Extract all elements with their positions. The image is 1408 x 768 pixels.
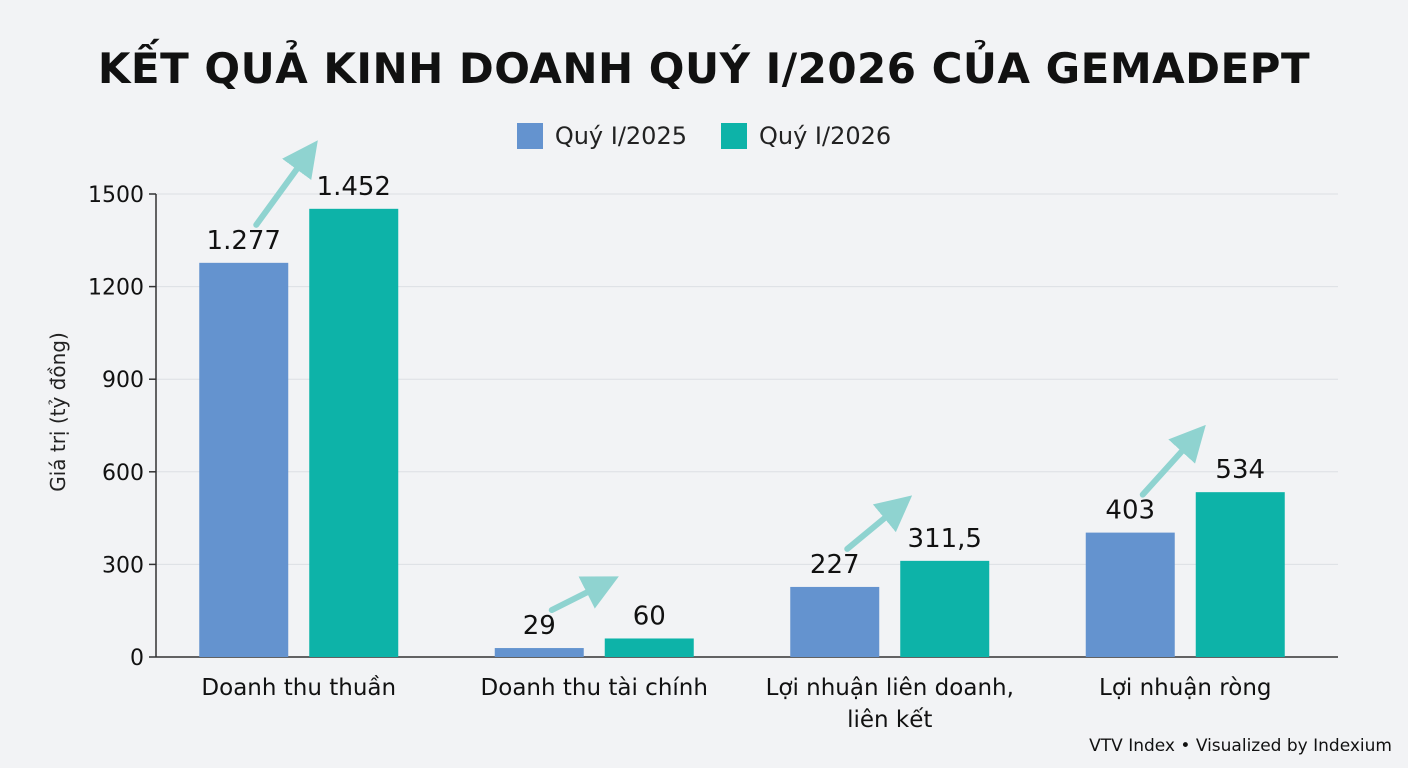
data-label-s1-c0: 1.452 [317,172,391,202]
x-tick-label-c2-l0: Lợi nhuận liên doanh, [766,675,1014,701]
legend-swatch-q2025 [516,123,543,149]
bar-s1-c0 [309,208,399,658]
y-tick-label-1500: 1500 [88,183,144,208]
legend-swatch-q2026 [721,123,747,149]
y-tick-label-0: 0 [130,646,144,671]
legend-item-q2026: Quý I/2026 [721,122,891,150]
bar-s0-c2 [790,586,880,657]
y-tick-label-1200: 1200 [88,276,144,301]
bar-s1-c1 [604,638,694,657]
bar-s0-c3 [1085,532,1175,657]
chart-title: KẾT QUẢ KINH DOANH QUÝ I/2026 CỦA GEMADE… [97,44,1311,93]
data-label-s0-c3: 403 [1105,496,1155,526]
x-tick-label-c0-l0: Doanh thu thuần [201,675,396,701]
growth-arrow-icon-c1 [548,576,619,614]
bar-s0-c1 [494,648,584,657]
x-tick-label-c1-l0: Doanh thu tài chính [481,675,708,701]
data-label-s1-c2: 311,5 [908,524,982,554]
y-tick-label-600: 600 [102,461,144,486]
legend: Quý I/2025 Quý I/2026 [0,122,1408,150]
y-tick-label-900: 900 [102,368,144,393]
data-label-s1-c3: 534 [1215,455,1265,485]
growth-arrow-icon-c3 [1139,424,1206,498]
legend-label-q2025: Quý I/2025 [554,122,687,150]
growth-arrow-icon-c0 [253,140,318,228]
data-label-s0-c2: 227 [810,550,860,580]
x-tick-label-c2-l1: liên kết [847,707,932,733]
bar-s1-c3 [1195,492,1285,657]
legend-label-q2026: Quý I/2026 [759,122,892,150]
bar-s0-c0 [199,262,289,657]
bar-s1-c2 [900,560,990,657]
data-label-s1-c1: 60 [633,601,666,631]
data-label-s0-c1: 29 [523,611,556,641]
legend-item-q2025: Quý I/2025 [516,122,687,150]
data-label-s0-c0: 1.277 [207,226,281,256]
y-tick-label-300: 300 [102,553,144,578]
growth-arrow-icon-c2 [844,495,913,552]
source-credit: VTV Index • Visualized by Indexium [1089,736,1392,756]
x-tick-label-c3-l0: Lợi nhuận ròng [1099,675,1272,701]
